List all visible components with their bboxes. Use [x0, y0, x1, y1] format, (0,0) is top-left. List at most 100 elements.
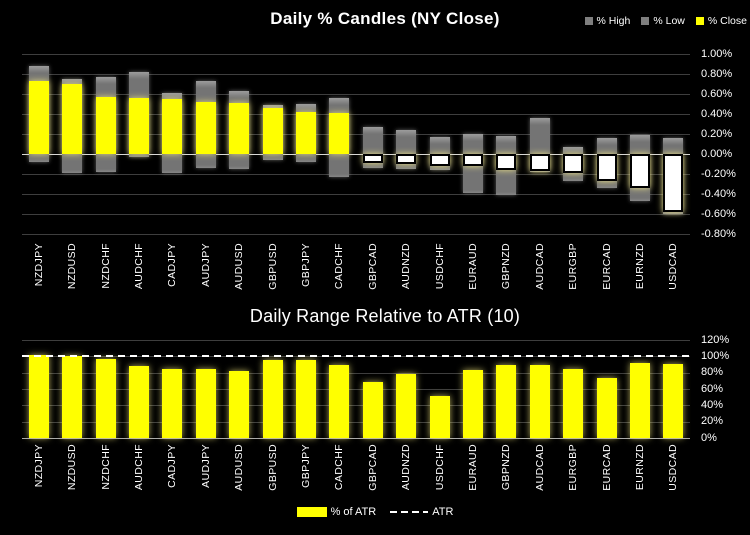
x-axis-label-text: NZDCHF	[99, 243, 112, 289]
atr-bar	[62, 355, 83, 438]
close-bar	[229, 103, 250, 154]
candle-GBPJPY	[289, 54, 322, 234]
atr-bar	[95, 358, 116, 438]
candle-chart-legend: % High % Low % Close	[584, 15, 747, 27]
atr-slot-CADCHF	[323, 340, 356, 438]
x-axis-label: EURNZD	[623, 243, 656, 301]
atr-bar	[396, 374, 417, 438]
x-axis-label: AUDCAD	[523, 444, 556, 502]
x-axis-label: GBPUSD	[256, 243, 289, 301]
close-bar	[462, 154, 483, 166]
legend-item-close: % Close	[695, 15, 747, 27]
atr-bar	[596, 378, 617, 438]
legend-label-low: % Low	[653, 15, 685, 27]
legend-label-atr: ATR	[432, 506, 454, 518]
low-swatch-icon	[641, 17, 650, 25]
candle-y-axis-labels: 1.00% 0.80% 0.60% 0.40% 0.20% 0.00% -0.20% -0.4…	[701, 48, 749, 240]
x-axis-label-text: EURAUD	[466, 444, 479, 491]
x-axis-label: AUDNZD	[389, 444, 422, 502]
x-axis-label-text: EURAUD	[466, 243, 479, 290]
x-axis-label-text: NZDUSD	[66, 444, 79, 491]
x-axis-label: GBPJPY	[289, 243, 322, 301]
atr-bar-slots	[22, 340, 690, 438]
x-axis-label-text: CADCHF	[333, 444, 346, 491]
x-axis-label: EURGBP	[557, 444, 590, 502]
x-axis-label-text: CADJPY	[166, 243, 179, 287]
candle-AUDUSD	[222, 54, 255, 234]
high-swatch-icon	[584, 17, 593, 25]
x-axis-label-text: GBPCAD	[366, 444, 379, 491]
x-axis-label-text: AUDCAD	[533, 444, 546, 491]
candle-EURGBP	[557, 54, 590, 234]
close-bar	[128, 98, 149, 154]
candle-slots	[22, 54, 690, 234]
legend-label-high: % High	[596, 15, 631, 27]
candle-NZDUSD	[55, 54, 88, 234]
candle-CADJPY	[156, 54, 189, 234]
candle-GBPUSD	[256, 54, 289, 234]
atr-bar	[362, 381, 383, 438]
gridline	[22, 74, 690, 75]
legend-item-atr: ATR	[390, 506, 453, 518]
legend-label-pct-of-atr: % of ATR	[330, 506, 377, 518]
close-bar	[295, 112, 316, 154]
x-axis-label-text: AUDUSD	[233, 243, 246, 290]
gridline	[22, 372, 690, 374]
x-axis-label-text: EURNZD	[634, 444, 647, 491]
candle-x-axis-labels: NZDJPY NZDUSD NZDCHF AUDCHF CADJPY AUDJPY AUDU…	[22, 243, 690, 301]
gridline	[22, 438, 690, 439]
x-axis-label-text: CADJPY	[166, 444, 179, 488]
legend-item-low: % Low	[641, 15, 685, 27]
x-axis-label: GBPNZD	[490, 243, 523, 301]
x-axis-label: AUDJPY	[189, 243, 222, 301]
x-axis-label: EURGBP	[557, 243, 590, 301]
x-axis-label-text: EURCAD	[600, 444, 613, 491]
atr-bar	[229, 371, 250, 438]
close-swatch-icon	[695, 17, 704, 25]
candle-EURCAD	[590, 54, 623, 234]
x-axis-label-text: EURGBP	[567, 444, 580, 491]
y-axis-label: 20%	[701, 415, 724, 428]
x-axis-label-text: AUDUSD	[233, 444, 246, 491]
atr-bar	[329, 365, 350, 438]
y-axis-label: 120%	[701, 333, 730, 346]
x-axis-label-text: EURCAD	[600, 243, 613, 290]
close-bar	[563, 154, 584, 173]
gridline	[22, 54, 690, 55]
close-bar	[262, 108, 283, 154]
x-axis-label: CADJPY	[156, 243, 189, 301]
x-axis-label-text: NZDJPY	[32, 444, 45, 488]
gridline	[22, 114, 690, 115]
x-axis-label: AUDCHF	[122, 444, 155, 502]
candle-EURAUD	[456, 54, 489, 234]
x-axis-label-text: NZDUSD	[66, 243, 79, 290]
x-axis-label-text: AUDNZD	[400, 243, 413, 290]
candle-NZDJPY	[22, 54, 55, 234]
candle-NZDCHF	[89, 54, 122, 234]
x-axis-label-text: GBPNZD	[500, 444, 513, 491]
x-axis-label-text: AUDCAD	[533, 243, 546, 290]
x-axis-label: GBPUSD	[256, 444, 289, 502]
candle-USDCHF	[423, 54, 456, 234]
atr-slot-USDCAD	[657, 340, 690, 438]
x-axis-label: USDCAD	[657, 243, 690, 301]
gridline	[22, 194, 690, 195]
close-bar	[329, 113, 350, 154]
x-axis-label-text: GBPCAD	[366, 243, 379, 290]
atr-slot-AUDCHF	[122, 340, 155, 438]
candle-chart-title: Daily % Candles (NY Close)	[270, 9, 500, 28]
x-axis-label-text: USDCAD	[667, 243, 680, 290]
x-axis-label-text: NZDCHF	[99, 444, 112, 490]
atr-dash-swatch-icon	[390, 511, 429, 513]
x-axis-label: USDCHF	[423, 243, 456, 301]
x-axis-label-text: GBPUSD	[266, 243, 279, 290]
atr-slot-USDCHF	[423, 340, 456, 438]
x-axis-label: EURCAD	[590, 444, 623, 502]
close-bar	[95, 97, 116, 154]
atr-bar	[28, 354, 49, 438]
close-bar	[396, 154, 417, 164]
x-axis-label-text: AUDCHF	[132, 243, 145, 290]
atr-slot-NZDUSD	[55, 340, 88, 438]
close-bar	[362, 154, 383, 163]
